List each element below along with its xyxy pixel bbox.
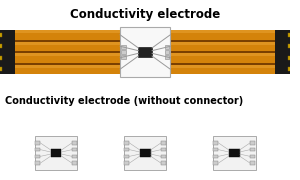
Bar <box>35 161 40 165</box>
Bar <box>213 141 218 145</box>
Text: Conductivity electrode (without connector): Conductivity electrode (without connecto… <box>5 96 243 106</box>
Bar <box>170 51 275 53</box>
Bar <box>288 68 300 71</box>
Bar <box>120 27 170 77</box>
Bar <box>16 53 120 56</box>
Bar <box>170 42 275 51</box>
Bar <box>250 148 255 151</box>
Bar <box>170 39 275 42</box>
Bar <box>16 30 120 33</box>
Bar <box>170 30 275 33</box>
Bar <box>275 30 290 74</box>
Bar <box>16 42 120 45</box>
Bar <box>124 136 166 170</box>
Bar <box>35 155 40 158</box>
Bar <box>124 148 129 151</box>
Bar <box>170 53 275 62</box>
Bar <box>16 64 120 68</box>
Bar <box>170 64 275 74</box>
Bar <box>124 155 129 158</box>
Bar <box>161 148 166 151</box>
Bar <box>16 53 120 62</box>
Bar <box>0 30 16 74</box>
Bar <box>121 50 126 54</box>
Bar <box>170 62 275 64</box>
Bar <box>250 155 255 158</box>
Bar <box>121 45 126 49</box>
Bar <box>121 55 126 59</box>
Bar <box>72 141 77 145</box>
Bar <box>164 50 169 54</box>
Bar <box>0 33 2 37</box>
Bar <box>213 148 218 151</box>
Bar <box>213 161 218 165</box>
Bar <box>250 161 255 165</box>
Bar <box>288 33 300 37</box>
Bar <box>16 42 120 51</box>
Bar <box>0 56 2 60</box>
Bar <box>35 141 40 145</box>
Bar <box>0 68 2 71</box>
Bar <box>170 30 275 39</box>
Bar <box>51 149 62 157</box>
Bar <box>72 148 77 151</box>
Bar <box>213 136 256 170</box>
Bar <box>138 47 152 57</box>
Bar <box>35 148 40 151</box>
Bar <box>124 161 129 165</box>
Bar <box>16 62 120 64</box>
Bar <box>72 155 77 158</box>
Bar <box>0 44 2 48</box>
Bar <box>161 141 166 145</box>
Bar <box>161 155 166 158</box>
Bar <box>288 56 300 60</box>
Bar <box>170 64 275 68</box>
Text: Conductivity electrode: Conductivity electrode <box>70 8 220 21</box>
Bar <box>35 136 77 170</box>
Bar <box>288 44 300 48</box>
Bar <box>250 141 255 145</box>
Bar <box>16 64 120 74</box>
Bar <box>213 155 218 158</box>
Bar <box>164 45 169 49</box>
Bar <box>170 42 275 45</box>
Bar <box>16 39 120 42</box>
Bar <box>16 30 120 39</box>
Bar <box>72 161 77 165</box>
Bar <box>164 55 169 59</box>
Bar <box>229 149 240 157</box>
Bar <box>16 51 120 53</box>
Bar <box>170 53 275 56</box>
Bar <box>161 161 166 165</box>
Bar <box>140 149 151 157</box>
Bar <box>124 141 129 145</box>
